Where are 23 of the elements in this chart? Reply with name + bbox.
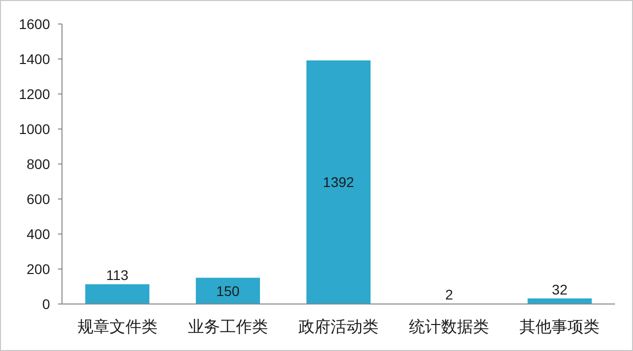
y-tick-label: 1200 [18, 86, 50, 102]
x-tick-label: 统计数据类 [409, 318, 490, 336]
bar [85, 284, 150, 304]
y-tick-label: 1400 [18, 51, 50, 67]
bar [196, 278, 260, 304]
y-tick-label: 600 [26, 191, 50, 207]
data-label: 1392 [322, 174, 354, 190]
y-tick-label: 200 [26, 261, 50, 277]
x-tick-label: 业务工作类 [188, 318, 268, 336]
data-label: 2 [445, 286, 454, 303]
y-tick-label: 1000 [18, 121, 50, 137]
bar [528, 298, 592, 304]
data-label: 32 [552, 281, 568, 298]
bar [306, 60, 371, 304]
data-label: 113 [106, 267, 129, 284]
x-tick-label: 规章文件类 [77, 318, 158, 336]
y-tick-label: 800 [26, 156, 50, 172]
y-tick-label: 1600 [18, 16, 50, 32]
x-tick-label: 政府活动类 [298, 318, 378, 336]
x-tick-label: 其他事项类 [520, 318, 600, 336]
y-tick-label: 400 [26, 226, 50, 242]
y-tick-label: 0 [42, 296, 50, 312]
data-label: 150 [216, 282, 240, 299]
